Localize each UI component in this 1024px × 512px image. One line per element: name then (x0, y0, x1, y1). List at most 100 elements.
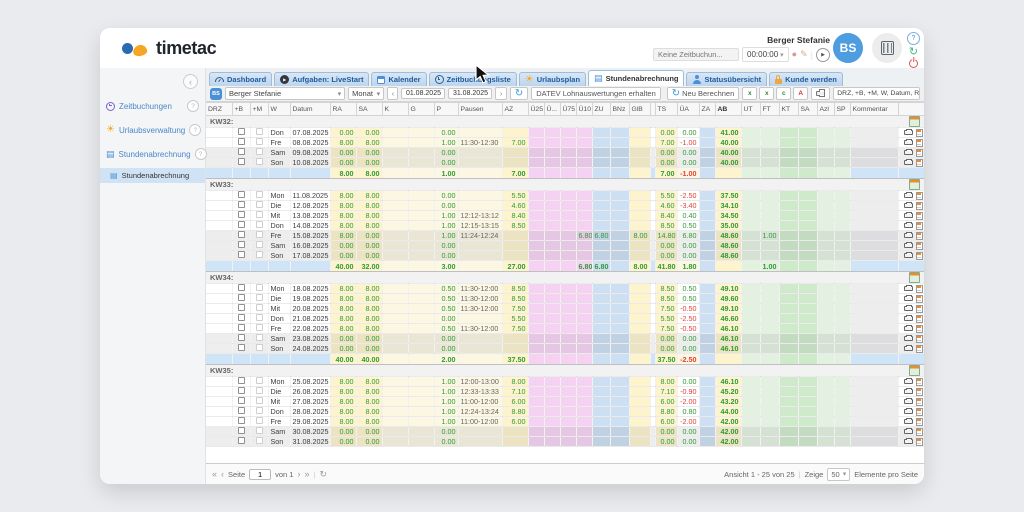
row-checkbox[interactable] (237, 387, 245, 394)
task-search-input[interactable] (653, 48, 740, 61)
column-header-bnz[interactable]: BNz (610, 102, 630, 116)
row-checkbox-secondary[interactable] (255, 158, 263, 165)
recalculate-button[interactable]: ↻ Neu Berechnen (666, 87, 740, 100)
tab-urlaubsplan[interactable]: ☀ Urlaubsplan (518, 72, 587, 86)
pdf-export-icon[interactable]: A (793, 87, 809, 100)
column-header-azl[interactable]: Azl (817, 102, 835, 116)
sidebar-item-stundenabrechnung[interactable]: ▤ Stundenabrechnung? (100, 142, 207, 166)
day-detail-icon[interactable] (915, 221, 923, 230)
row-checkbox-secondary[interactable] (255, 344, 263, 351)
print-row-icon[interactable] (903, 148, 913, 155)
print-row-icon[interactable] (903, 211, 913, 218)
refresh-icon[interactable]: ↻ (908, 46, 919, 58)
next-period-button[interactable]: › (495, 87, 507, 100)
row-checkbox[interactable] (237, 241, 245, 248)
row-checkbox[interactable] (237, 397, 245, 404)
column-header-u75[interactable]: Ü75 (560, 102, 577, 116)
print-row-icon[interactable] (903, 138, 913, 145)
day-detail-icon[interactable] (915, 344, 923, 353)
csv-export-icon[interactable]: c (776, 87, 792, 100)
next-page-icon[interactable]: › (297, 469, 301, 479)
print-row-icon[interactable] (903, 241, 913, 248)
row-checkbox[interactable] (237, 344, 245, 351)
prev-period-button[interactable]: ‹ (387, 87, 399, 100)
row-checkbox[interactable] (237, 417, 245, 424)
edit-icon[interactable]: ✎ (800, 49, 808, 59)
row-checkbox[interactable] (237, 304, 245, 311)
logout-icon[interactable] (909, 59, 918, 68)
row-checkbox[interactable] (237, 231, 245, 238)
row-checkbox-secondary[interactable] (255, 304, 263, 311)
refresh-icon[interactable]: ↻ (319, 468, 327, 479)
print-row-icon[interactable] (903, 437, 913, 444)
row-checkbox-secondary[interactable] (255, 294, 263, 301)
row-checkbox[interactable] (237, 128, 245, 135)
print-row-icon[interactable] (903, 294, 913, 301)
column-header-pm[interactable]: +M (250, 102, 269, 116)
tab-aufgaben-livestart[interactable]: ▶ Aufgaben: LiveStart (274, 72, 370, 86)
day-detail-icon[interactable] (915, 397, 923, 406)
row-checkbox[interactable] (237, 407, 245, 414)
tab-kalender[interactable]: Kalender (371, 72, 427, 86)
export-week-icon[interactable] (908, 365, 920, 376)
help-icon[interactable]: ? (187, 100, 199, 112)
sidebar-subitem-stundenabrechnung[interactable]: ▤ Stundenabrechnung (100, 168, 205, 183)
column-header-kt[interactable]: KT (779, 102, 799, 116)
day-detail-icon[interactable] (915, 387, 923, 396)
row-checkbox-secondary[interactable] (255, 377, 263, 384)
column-header-za[interactable]: ZA (699, 102, 716, 116)
day-detail-icon[interactable] (915, 148, 923, 157)
column-header-ra[interactable]: RA (330, 102, 357, 116)
row-checkbox[interactable] (237, 191, 245, 198)
prev-page-icon[interactable]: ‹ (221, 469, 225, 479)
row-checkbox-secondary[interactable] (255, 314, 263, 321)
record-icon[interactable]: ● (791, 49, 798, 59)
row-checkbox-secondary[interactable] (255, 191, 263, 198)
columns-select[interactable]: DRZ, +B, +M, W, Datum, RA ▾ (833, 87, 921, 100)
row-checkbox-secondary[interactable] (255, 437, 263, 444)
user-select[interactable]: Berger Stefanie ▾ (225, 87, 346, 100)
row-checkbox-secondary[interactable] (255, 201, 263, 208)
day-detail-icon[interactable] (915, 128, 923, 137)
column-header-k[interactable]: K (382, 102, 409, 116)
help-icon[interactable]: ? (907, 32, 920, 45)
column-header-ut[interactable]: UT (741, 102, 761, 116)
print-row-icon[interactable] (903, 324, 913, 331)
print-row-icon[interactable] (903, 304, 913, 311)
page-input[interactable] (249, 468, 272, 480)
sidebar-collapse-button[interactable]: ‹ (183, 74, 198, 89)
day-detail-icon[interactable] (915, 201, 923, 210)
column-header-kommentar[interactable]: Kommentar (850, 102, 899, 116)
row-checkbox-secondary[interactable] (255, 148, 263, 155)
print-row-icon[interactable] (903, 407, 913, 414)
column-header-w[interactable]: W (268, 102, 291, 116)
day-detail-icon[interactable] (915, 138, 923, 147)
column-header-u50[interactable]: Ü... (544, 102, 561, 116)
tab-status-bersicht[interactable]: Statusübersicht (686, 72, 768, 86)
print-row-icon[interactable] (903, 221, 913, 228)
column-header-ua[interactable]: ÜA (677, 102, 700, 116)
column-header-az[interactable]: AZ (502, 102, 529, 116)
day-detail-icon[interactable] (915, 304, 923, 313)
row-checkbox-secondary[interactable] (255, 138, 263, 145)
print-row-icon[interactable] (903, 387, 913, 394)
row-checkbox-secondary[interactable] (255, 211, 263, 218)
row-checkbox[interactable] (237, 148, 245, 155)
datev-button[interactable]: DATEV Lohnauswertungen erhalten (531, 87, 661, 100)
xls-export-icon[interactable]: x (742, 87, 758, 100)
row-checkbox-secondary[interactable] (255, 324, 263, 331)
column-header-p[interactable]: P (434, 102, 459, 116)
page-size-select[interactable]: 50 ▾ (827, 467, 851, 481)
tab-stundenabrechnung[interactable]: ▤ Stundenabrechnung (588, 70, 685, 86)
row-checkbox-secondary[interactable] (255, 241, 263, 248)
row-checkbox-secondary[interactable] (255, 387, 263, 394)
print-row-icon[interactable] (903, 128, 913, 135)
print-row-icon[interactable] (903, 344, 913, 351)
export-week-icon[interactable] (908, 179, 920, 190)
column-header-ab[interactable]: AB (715, 102, 742, 116)
column-header-u25[interactable]: Ü25 (528, 102, 545, 116)
column-header-sp[interactable]: SP (834, 102, 851, 116)
row-checkbox[interactable] (237, 377, 245, 384)
row-checkbox-secondary[interactable] (255, 407, 263, 414)
tab-dashboard[interactable]: Dashboard (209, 72, 273, 86)
